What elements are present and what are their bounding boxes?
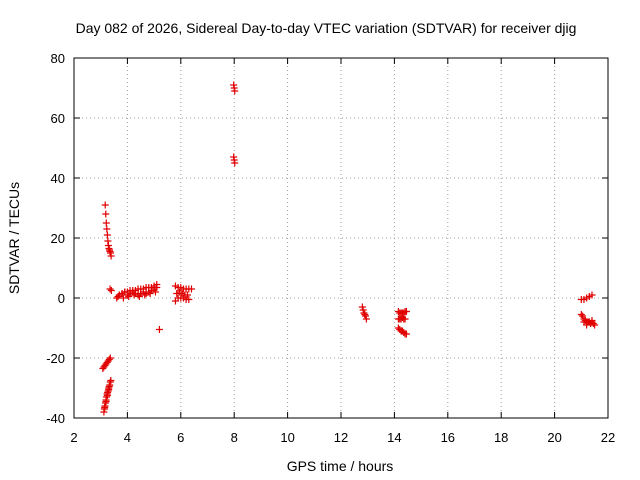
data-point xyxy=(577,311,585,318)
data-point xyxy=(360,309,368,317)
y-tick-label: 40 xyxy=(51,171,65,186)
plot-frame xyxy=(73,57,609,419)
data-point xyxy=(103,231,111,239)
data-point xyxy=(101,201,109,209)
data-point xyxy=(106,285,114,293)
x-tick-label: 10 xyxy=(280,430,294,445)
data-point xyxy=(105,386,113,393)
data-point xyxy=(187,285,195,293)
data-point xyxy=(102,219,110,227)
data-point xyxy=(103,225,111,233)
x-tick-label: 18 xyxy=(494,430,508,445)
y-tick-label: 20 xyxy=(51,231,65,246)
x-tick-label: 12 xyxy=(334,430,348,445)
x-axis-label: GPS time / hours xyxy=(287,458,394,474)
y-tick-labels: -40 -20 0 20 40 60 80 xyxy=(46,51,65,426)
data-point xyxy=(591,321,599,329)
data-point xyxy=(105,356,113,363)
data-point xyxy=(362,312,370,320)
y-tick-label: 80 xyxy=(51,51,65,66)
data-point xyxy=(125,293,133,300)
data-point xyxy=(401,315,409,323)
data-point xyxy=(402,330,410,338)
y-tick-label: -20 xyxy=(46,351,65,366)
data-point xyxy=(107,377,115,384)
data-point xyxy=(107,252,115,260)
data-point xyxy=(359,306,367,314)
x-tick-label: 2 xyxy=(70,430,77,445)
x-tick-label: 4 xyxy=(124,430,131,445)
y-axis-label: SDTVAR / TECUs xyxy=(6,182,22,294)
data-point xyxy=(153,284,161,291)
y-tick-label: 0 xyxy=(58,291,65,306)
data-point xyxy=(589,320,597,327)
data-point xyxy=(119,294,127,302)
data-point xyxy=(101,404,109,411)
data-point xyxy=(362,315,370,323)
data-point xyxy=(130,291,138,299)
x-tick-label: 22 xyxy=(601,430,615,445)
data-point xyxy=(183,291,191,299)
data-point xyxy=(358,303,366,311)
x-tick-label: 6 xyxy=(177,430,184,445)
data-point xyxy=(588,291,596,299)
x-tick-label: 14 xyxy=(387,430,401,445)
y-tick-label: 60 xyxy=(51,111,65,126)
data-point xyxy=(361,311,369,318)
data-point xyxy=(135,293,143,300)
data-point xyxy=(146,290,154,297)
data-point xyxy=(185,296,193,303)
x-tick-label: 8 xyxy=(231,430,238,445)
data-points xyxy=(99,81,599,416)
data-point xyxy=(141,291,149,299)
data-point xyxy=(102,398,110,405)
data-point xyxy=(402,308,410,315)
y-tick-label: -40 xyxy=(46,411,65,426)
grid-lines xyxy=(74,58,608,418)
x-tick-label: 16 xyxy=(441,430,455,445)
x-tick-labels: 2 4 6 8 10 12 14 16 18 20 22 xyxy=(70,430,615,445)
data-point xyxy=(107,287,115,294)
data-point xyxy=(231,159,239,167)
data-point xyxy=(155,326,163,333)
data-point xyxy=(588,317,596,324)
chart-title: Day 082 of 2026, Sidereal Day-to-day VTE… xyxy=(76,20,577,36)
data-point xyxy=(231,87,239,95)
data-point xyxy=(579,312,587,320)
data-point xyxy=(151,288,159,296)
data-point xyxy=(106,354,114,362)
data-point xyxy=(103,392,111,399)
data-point xyxy=(102,210,110,218)
data-point xyxy=(114,293,122,300)
x-tick-label: 20 xyxy=(547,430,561,445)
